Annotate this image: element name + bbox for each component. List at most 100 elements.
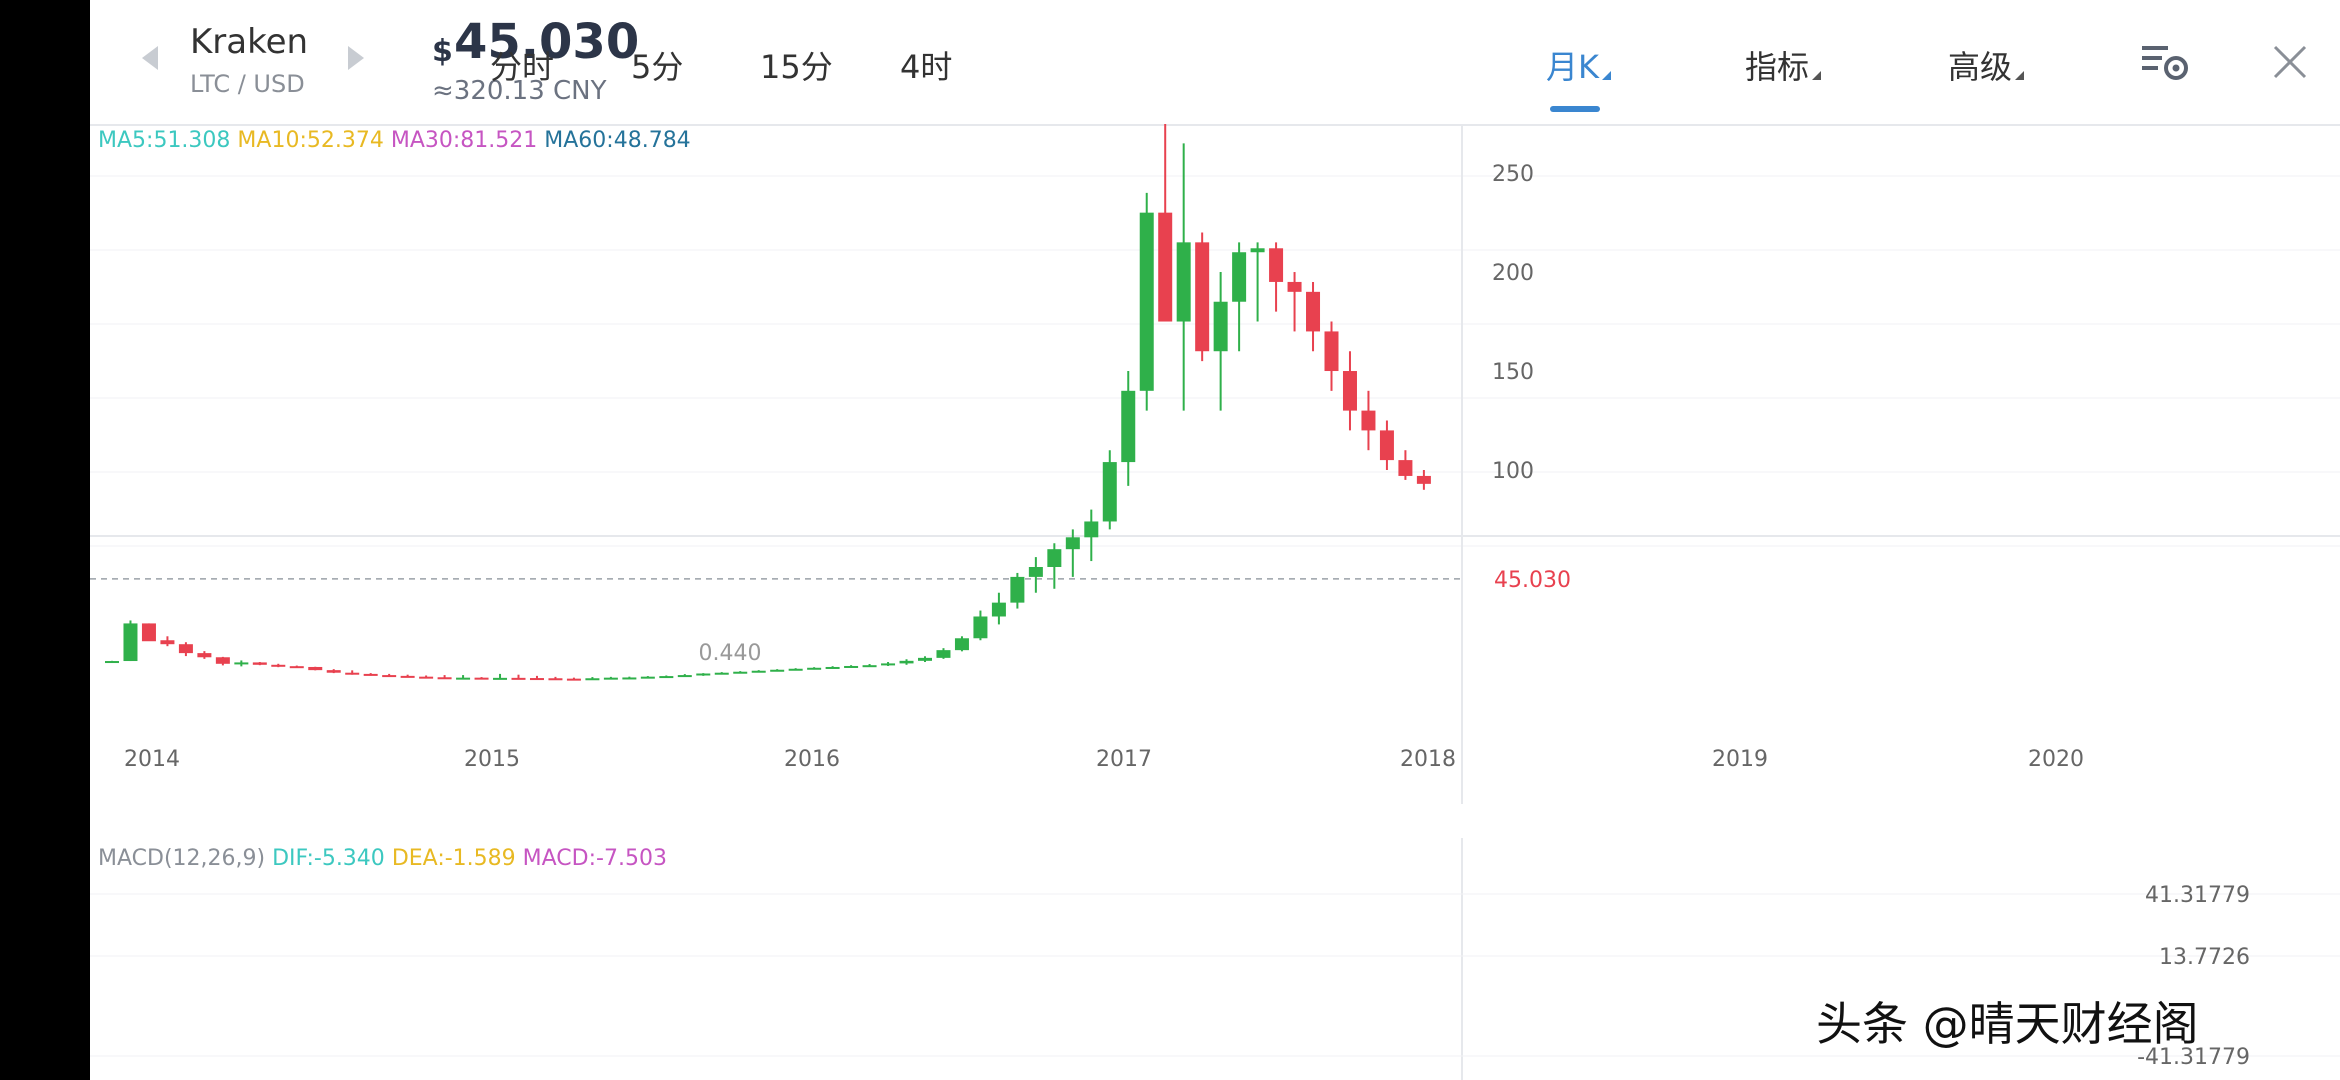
y-tick-label: 200 [1492,261,1534,286]
active-tab-underline [1550,106,1600,112]
x-tick-label: 2017 [1096,747,1152,772]
candle-body [733,671,748,674]
watermark-text: 头条 @晴天财经阁 [1816,997,2199,1051]
ma-indicator-legend: MA5:51.308 MA10:52.374 MA30:81.521 MA60:… [98,128,691,153]
tab-monthly-k[interactable]: 月K [1546,42,1611,88]
candle-body [419,676,434,679]
candle-body [1306,291,1321,332]
y-tick-label: 150 [1492,360,1534,385]
ma5-value: MA5:51.308 [98,128,231,153]
candle-body [456,677,471,680]
candle-body [529,678,544,681]
candle-body [991,602,1006,617]
candle-body [881,663,896,666]
candle-body [363,673,378,676]
x-tick-label: 2014 [124,747,180,772]
candle-body [1102,462,1117,522]
candle-body [1361,410,1376,431]
tab-timeshare[interactable]: 分时 [490,42,554,88]
candle-body [474,677,489,680]
candle-body [807,667,822,670]
candle-body [548,678,563,681]
candle-body [308,666,323,671]
candle-body [566,678,581,681]
candle-body [918,657,933,661]
low-price-label: 0.440 [699,641,762,666]
macd-y-tick-label: -41.31779 [2137,1045,2250,1070]
y-tick-label: 250 [1492,162,1534,187]
candle-body [234,662,249,665]
candlestick-chart[interactable]: 1001502002503003502014201520162017201820… [90,124,2340,804]
y-tick-label: 100 [1492,459,1534,484]
candle-body [1213,301,1228,352]
x-tick-label: 2020 [2028,747,2084,772]
candle-body [1010,576,1025,603]
candle-body [1065,537,1080,550]
macd-macd-value: MACD:-7.503 [522,846,667,871]
candle-body [271,664,286,667]
candle-body [1416,475,1431,484]
candle-body [751,670,766,673]
candle-body [788,668,803,671]
candle-body [899,660,914,664]
candle-body [954,638,969,651]
ma10-value: MA10:52.374 [237,128,384,153]
candle-body [862,665,877,668]
candle-body [1232,252,1247,302]
candle-body [1324,331,1339,372]
candle-body [197,653,212,658]
candle-body [437,677,452,680]
candle-body [696,673,711,676]
tab-indicators[interactable]: 指标 [1745,42,1822,88]
candle-body [289,666,304,669]
x-tick-label: 2018 [1400,747,1456,772]
ma60-value: MA60:48.784 [544,128,691,153]
close-icon[interactable] [2272,44,2308,80]
macd-dif-value: DIF:-5.340 [272,846,385,871]
candle-body [1176,242,1191,322]
candle-body [936,650,951,658]
candle-body [511,677,526,680]
candle-body [1084,521,1099,538]
candle-body [825,666,840,669]
candle-body [178,644,193,654]
macd-label: MACD(12,26,9) [98,846,266,871]
candle-body [1269,248,1284,282]
tab-5min[interactable]: 5分 [631,42,683,88]
price-cny: ≈320.13 CNY [432,76,607,106]
candle-body [1398,460,1413,476]
candle-body [141,623,156,642]
candle-body [1121,390,1136,463]
candle-body [1379,430,1394,461]
tab-advanced[interactable]: 高级 [1948,42,2025,88]
candle-body [1342,371,1357,411]
pair-name: LTC / USD [190,70,305,98]
ma30-value: MA30:81.521 [390,128,538,153]
candle-body [973,616,988,639]
candle-body [1139,212,1154,391]
dropdown-corner-icon [1602,71,1611,80]
candle-body [1250,248,1265,253]
candle-body [1028,567,1043,577]
macd-y-tick-label: 13.7726 [2159,945,2250,970]
candle-body [677,675,692,678]
tab-15min[interactable]: 15分 [760,42,833,88]
prev-pair-arrow-icon[interactable] [142,46,158,70]
tab-label: 4时 [900,48,953,86]
tab-label: 指标 [1745,48,1810,86]
candle-body [123,623,138,662]
candle-body [1195,242,1210,352]
dropdown-corner-icon [2015,71,2025,80]
candle-body [493,677,508,680]
candle-body [345,672,360,675]
current-price: 45.030 [454,14,640,70]
candle-body [1158,212,1173,322]
chart-settings-icon[interactable] [2140,42,2190,82]
macd-chart[interactable]: 41.31779 13.7726 -41.31779 [90,838,2340,1080]
candle-body [844,665,859,668]
next-pair-arrow-icon[interactable] [348,46,364,70]
tab-4hour[interactable]: 4时 [900,42,952,88]
macd-indicator-legend: MACD(12,26,9) DIF:-5.340 DEA:-1.589 MACD… [98,846,667,871]
macd-dea-value: DEA:-1.589 [391,846,516,871]
x-tick-label: 2019 [1712,747,1768,772]
